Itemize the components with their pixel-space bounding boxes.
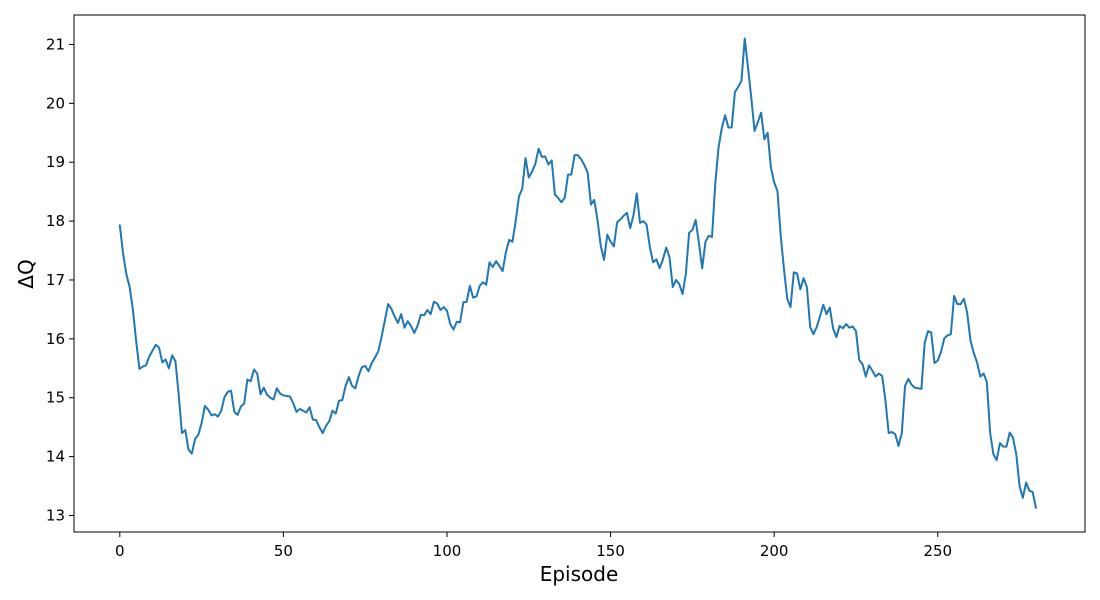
y-tick-label: 16: [46, 330, 65, 348]
x-tick-label: 250: [923, 542, 952, 560]
y-tick-label: 18: [46, 212, 65, 230]
y-tick-label: 17: [46, 271, 65, 289]
x-tick-label: 100: [433, 542, 462, 560]
y-tick-label: 20: [46, 94, 65, 112]
x-tick-label: 200: [760, 542, 789, 560]
x-tick-label: 50: [274, 542, 293, 560]
y-axis-label: ΔQ: [14, 259, 38, 288]
series-line: [118, 37, 1037, 509]
x-axis-label: Episode: [540, 562, 619, 586]
y-tick-label: 15: [46, 389, 65, 407]
x-tick-label: 0: [115, 542, 125, 560]
plot-frame: [73, 14, 1086, 533]
y-tick-label: 19: [46, 153, 65, 171]
y-tick-label: 14: [46, 448, 65, 466]
y-tick-label: 21: [46, 35, 65, 53]
x-axis-ticks: 0 50 100 150 200 250: [115, 532, 952, 560]
y-tick-label: 13: [46, 507, 65, 525]
x-tick-label: 150: [596, 542, 625, 560]
y-axis-ticks: 13 14 15 16 17 18 19 20 21: [46, 35, 74, 525]
